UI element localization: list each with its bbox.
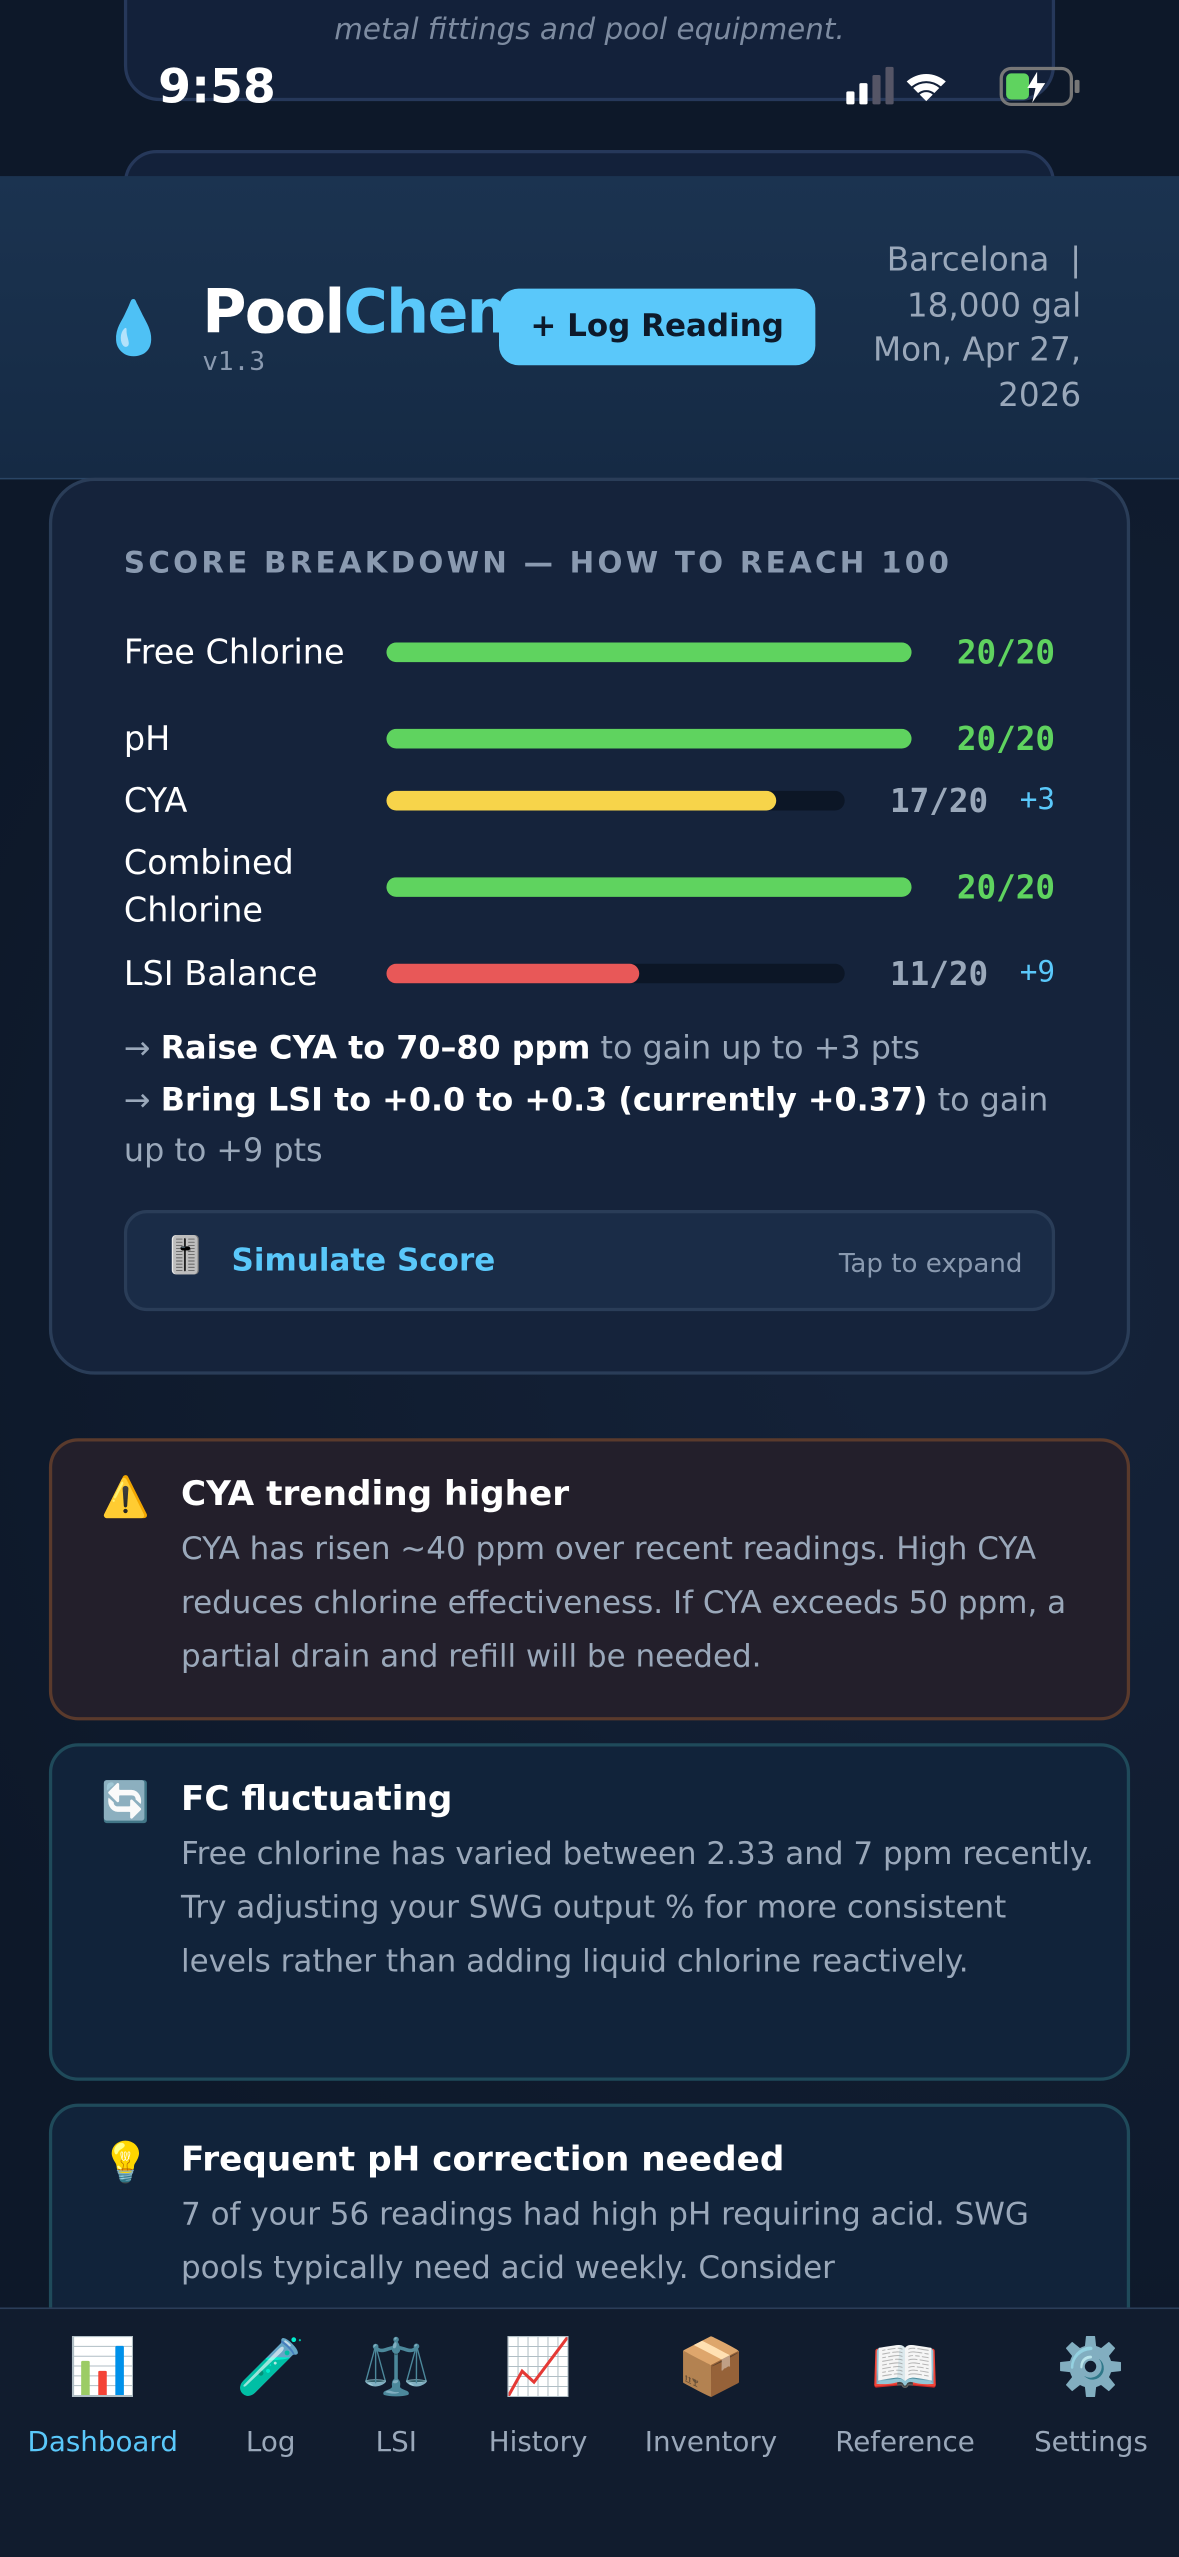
tab-icon: 📈	[503, 2335, 573, 2401]
location-line: Barcelona |	[886, 239, 1082, 279]
alert-content: FC fluctuating Free chlorine has varied b…	[181, 1779, 1094, 1989]
tip: → Bring LSI to +0.0 to +0.3 (currently +…	[124, 1074, 1070, 1177]
simulate-icon: 🎚️	[163, 1236, 208, 1277]
tip-part: →	[123, 1080, 161, 1118]
alert-card: 🔄 FC fluctuating Free chlorine has varied …	[48, 1743, 1131, 2081]
alert-title: FC fluctuating	[181, 1779, 453, 1819]
tip-part: Bring LSI to +0.0 to +0.3 (currently +0.…	[160, 1080, 928, 1118]
tip-part: to gain up to +9 pts	[123, 1080, 1049, 1170]
bar-track	[386, 790, 845, 811]
tab-label: Settings	[1034, 2426, 1148, 2460]
tip: → Raise CYA to 70–80 ppm to gain up to +…	[124, 1022, 1070, 1073]
tab-label: Dashboard	[27, 2426, 178, 2460]
location-line: 18,000 gal	[906, 284, 1082, 324]
tab[interactable]: 📈 History	[448, 2335, 627, 2459]
alert-title: Frequent pH correction needed	[181, 2139, 785, 2179]
alert-icon: ⚠️	[101, 1474, 150, 1520]
score-bar	[386, 728, 912, 749]
tab-icon: 🧪	[236, 2335, 306, 2401]
logo-icon: 💧	[101, 296, 167, 359]
brand: PoolChem	[202, 277, 529, 348]
tab-icon: 📊	[68, 2335, 138, 2401]
tab-label: Log	[245, 2426, 296, 2460]
tip-part: to gain up to +3 pts	[590, 1028, 920, 1067]
row-label: Free Chlorine	[123, 631, 345, 672]
tips: → Raise CYA to 70–80 ppm to gain up to +…	[124, 1022, 1070, 1176]
status-time: 9:58	[158, 58, 276, 115]
alert-content: CYA trending higher CYA has risen ~40 ppm…	[181, 1474, 1094, 1684]
tab-icon: 📦	[676, 2335, 746, 2401]
bar-track	[386, 642, 912, 663]
row-label: LSI Balance	[123, 953, 318, 993]
score-value: 20/20	[956, 719, 1056, 759]
tab-label: LSI	[375, 2426, 417, 2460]
brand-prefix: Pool	[202, 277, 345, 348]
version: v1.3	[202, 345, 266, 377]
alert-body: Free chlorine has varied between 2.33 an…	[181, 1836, 1094, 1980]
prev-card-text: metal fittings and pool equipment.	[334, 13, 845, 48]
alert-icon: 🔄	[101, 1779, 150, 1825]
score-value: 11/20	[890, 953, 989, 994]
alert-title: CYA trending higher	[181, 1474, 570, 1514]
location-line: Mon, Apr 27,	[872, 329, 1082, 369]
tab-icon: 📖	[870, 2335, 940, 2401]
score-card: SCORE BREAKDOWN — HOW TO REACH 100 Free …	[48, 477, 1131, 1375]
alert-body: CYA has risen ~40 ppm over recent readin…	[181, 1531, 1067, 1675]
score-value: 20/20	[956, 867, 1056, 907]
score-gain: +9	[1019, 955, 1056, 990]
bar-track	[386, 877, 912, 897]
log-reading-button[interactable]: + Log Reading	[498, 288, 816, 366]
tab[interactable]: 📦 Inventory	[621, 2335, 800, 2459]
tip-part: Raise CYA to 70–80 ppm	[160, 1028, 591, 1067]
tab-label: Reference	[835, 2426, 975, 2460]
row-label: pH	[123, 718, 171, 758]
score-value: 20/20	[956, 632, 1056, 672]
tab-bar: 📊 Dashboard 🧪 Log ⚖️ LSI 📈 History 📦 Inventory 📖 Re…	[0, 2307, 1179, 2557]
brand-suffix: Chem	[343, 277, 529, 348]
score-bar	[386, 877, 912, 897]
tab[interactable]: 📖 Reference	[815, 2335, 994, 2459]
score-bar	[386, 790, 776, 811]
header: 💧 PoolChem v1.3 + Log Reading Barcelona …	[0, 176, 1179, 480]
tab[interactable]: 📊 Dashboard	[13, 2335, 192, 2459]
score-value: 17/20	[890, 781, 989, 821]
alert-card: ⚠️ CYA trending higher CYA has risen ~40 p…	[48, 1438, 1131, 1721]
score-bar	[386, 642, 912, 663]
simulate-box[interactable]: 🎚️ Simulate Score Tap to expand	[123, 1209, 1056, 1312]
location-info: Barcelona | 18,000 gal Mon, Apr 27, 2026	[873, 238, 1081, 417]
tab-label: Inventory	[644, 2426, 778, 2460]
tab[interactable]: ⚖️ LSI	[307, 2335, 486, 2459]
alert-body: 7 of your 56 readings had high pH requir…	[181, 2196, 1029, 2287]
alert-content: Frequent pH correction needed 7 of your 5…	[181, 2139, 1094, 2296]
simulate-hint: Tap to expand	[838, 1247, 1023, 1279]
simulate-label: Simulate Score	[231, 1242, 496, 1279]
tab[interactable]: 🧪 Log	[181, 2335, 360, 2459]
score-bar	[386, 963, 639, 984]
status-icons	[846, 66, 1080, 106]
tab-label: History	[488, 2426, 588, 2460]
score-title: SCORE BREAKDOWN — HOW TO REACH 100	[123, 546, 953, 581]
tip-part: →	[123, 1028, 161, 1067]
location-line: 2026	[998, 374, 1082, 414]
tab[interactable]: ⚙️ Settings	[1001, 2335, 1179, 2459]
score-gain: +3	[1019, 782, 1056, 817]
row-label: CYA	[123, 780, 188, 820]
tab-icon: ⚙️	[1056, 2335, 1126, 2401]
tab-icon: ⚖️	[361, 2335, 431, 2401]
bar-track	[386, 728, 912, 749]
prev-card: metal fittings and pool equipment.	[123, 0, 1056, 102]
bar-track	[386, 963, 845, 984]
row-label: Combined Chlorine	[123, 843, 294, 930]
alert-icon: 💡	[101, 2139, 150, 2186]
